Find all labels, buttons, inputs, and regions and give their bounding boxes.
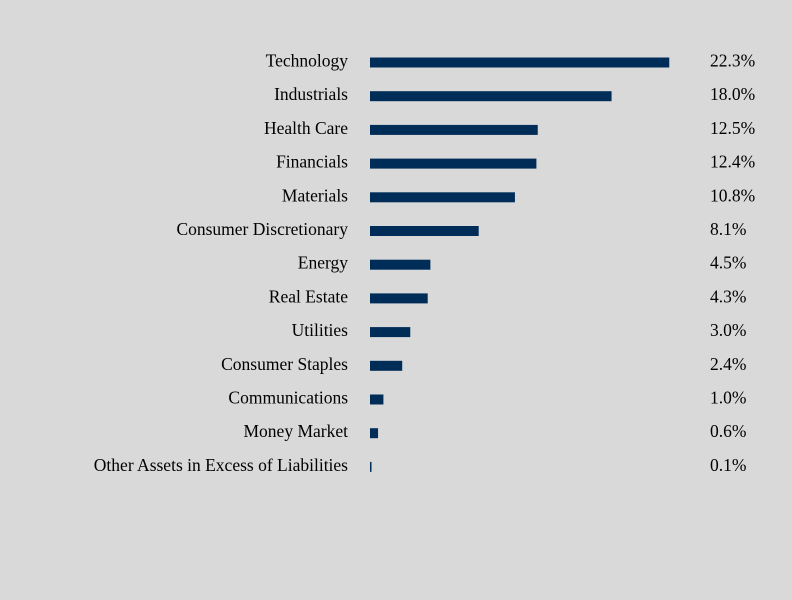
bar [370, 360, 403, 371]
value-label: 0.1% [710, 455, 746, 475]
value-label: 1.0% [710, 388, 746, 408]
category-label: Real Estate [269, 286, 348, 306]
category-label: Financials [276, 152, 348, 172]
category-label: Health Care [264, 118, 348, 138]
bar [370, 91, 612, 102]
value-label: 22.3% [710, 51, 755, 71]
value-label: 12.4% [710, 152, 755, 172]
bar [370, 226, 479, 236]
bar [370, 461, 372, 472]
category-label: Industrials [274, 84, 348, 104]
category-label: Communications [228, 388, 348, 408]
category-label: Technology [266, 51, 349, 71]
category-label: Money Market [244, 421, 349, 441]
value-label: 2.4% [710, 354, 746, 374]
category-label: Energy [298, 253, 348, 273]
bar [370, 158, 537, 169]
category-labels: Technology Industrials Health Care Financia… [94, 51, 348, 475]
bar [370, 57, 670, 68]
value-label: 0.6% [710, 421, 746, 441]
category-label: Consumer Discretionary [176, 219, 348, 239]
bar [370, 428, 379, 439]
category-label: Consumer Staples [221, 354, 348, 374]
bar [370, 259, 431, 270]
value-label: 3.0% [710, 320, 746, 340]
bar [370, 327, 411, 338]
value-label: 12.5% [710, 118, 755, 138]
value-labels: 22.3% 18.0% 12.5% 12.4% 10.8% 8.1% 4.5% 4.3% 3.0… [710, 51, 755, 475]
category-label: Other Assets in Excess of Liabilities [94, 455, 348, 475]
category-label: Utilities [292, 320, 349, 340]
bar [370, 192, 515, 203]
value-label: 4.3% [710, 286, 746, 306]
bar [370, 394, 384, 405]
bars [370, 57, 670, 472]
value-label: 10.8% [710, 185, 755, 205]
category-label: Materials [282, 185, 348, 205]
value-label: 18.0% [710, 84, 755, 104]
value-label: 8.1% [710, 219, 746, 239]
value-label: 4.5% [710, 253, 746, 273]
bar [370, 124, 538, 135]
bar [370, 293, 428, 304]
